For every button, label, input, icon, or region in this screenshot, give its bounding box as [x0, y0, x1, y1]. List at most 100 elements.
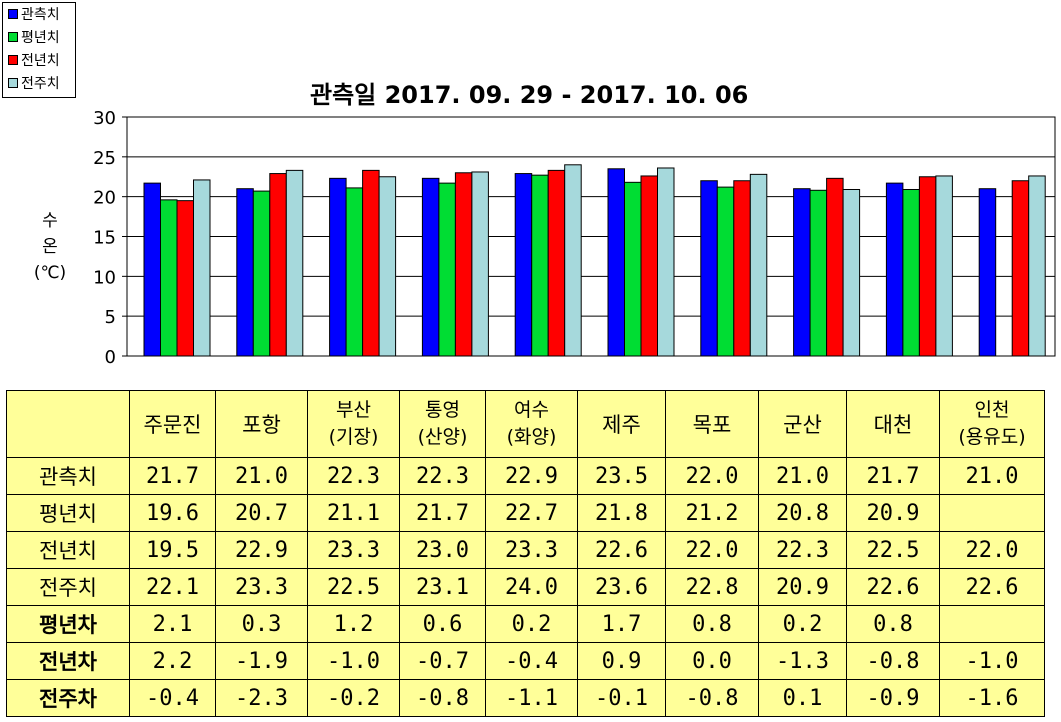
- bar-series-2: [160, 199, 178, 357]
- table-row: 관측치 21.7 21.0 22.3 22.3 22.9 23.5 22.0 21.0 21.7 2…: [6, 457, 1045, 495]
- table-cell: 20.9: [846, 494, 940, 532]
- table-cell: 0.2: [485, 605, 578, 643]
- row-label: 전주치: [6, 568, 130, 606]
- table-cell: 0.2: [758, 605, 847, 643]
- bar-series-2: [438, 182, 456, 357]
- column-header: 군산: [758, 390, 847, 458]
- bar-series-4: [935, 175, 953, 357]
- table-cell: 22.8: [665, 568, 759, 606]
- bar-series-2: [902, 188, 920, 357]
- bar-series-1: [885, 182, 904, 357]
- bar-series-2: [345, 187, 364, 357]
- bar-series-2: [716, 186, 735, 357]
- table-cell: 23.0: [399, 531, 486, 569]
- column-header: 부산 (기장): [307, 390, 400, 458]
- table-cell: 23.3: [215, 568, 308, 606]
- bar-series-4: [657, 167, 675, 357]
- table-cell: -1.6: [939, 679, 1045, 717]
- table-cell: 23.3: [485, 531, 578, 569]
- chart-title: 관측일 2017. 09. 29 - 2017. 10. 06: [310, 81, 749, 109]
- bar-series-4: [378, 176, 397, 357]
- table-cell: 0.8: [665, 605, 759, 643]
- table-cell: 20.9: [758, 568, 847, 606]
- legend-item-series-1: 관측치: [8, 6, 60, 24]
- column-header: 통영 (산양): [399, 390, 486, 458]
- table-row: 전년차 2.2 -1.9 -1.0 -0.7 -0.4 0.9 0.0 -1.3 -0.8 -1.0: [6, 642, 1045, 680]
- table-cell: 19.6: [129, 494, 216, 532]
- table-cell: -0.8: [665, 679, 759, 717]
- column-header: 주문진: [129, 390, 216, 458]
- table-cell: 22.0: [665, 457, 759, 495]
- chart-legend: 관측치 평년치 전년치 전주치: [2, 2, 76, 98]
- table-cell: -1.0: [939, 642, 1045, 680]
- bar-series-1: [514, 173, 533, 357]
- table-cell: -1.0: [307, 642, 400, 680]
- bar-series-4: [471, 171, 489, 357]
- table-cell: -0.2: [307, 679, 400, 717]
- table-row: 전주차 -0.4 -2.3 -0.2 -0.8 -1.1 -0.1 -0.8 0.1 -0.9 -1…: [6, 679, 1045, 717]
- table-cell: 22.7: [485, 494, 578, 532]
- table-cell: [939, 494, 1045, 532]
- y-tick-label: 15: [93, 228, 116, 249]
- table-cell: -1.3: [758, 642, 847, 680]
- bar-series-1: [978, 188, 997, 357]
- bar-series-4: [193, 179, 211, 357]
- bar-series-2: [624, 181, 642, 357]
- table-row: 전년치 19.5 22.9 23.3 23.0 23.3 22.6 22.0 22.3 22.5 2…: [6, 531, 1045, 569]
- y-axis-title-line-2: 온: [42, 237, 58, 257]
- bar-series-3: [733, 180, 751, 357]
- legend-swatch-series-4: [8, 78, 18, 88]
- bar-series-1: [793, 188, 811, 357]
- y-axis-title: 수 온 (℃): [28, 208, 72, 286]
- column-header: 대천: [846, 390, 940, 458]
- bar-chart: 0 5 10 15 20 25 30: [93, 108, 1056, 368]
- row-label: 평년치: [6, 494, 130, 532]
- table-cell: 2.1: [129, 605, 216, 643]
- table-row: 평년차 2.1 0.3 1.2 0.6 0.2 1.7 0.8 0.2 0.8: [6, 605, 1045, 643]
- row-label: 전년차: [6, 642, 130, 680]
- legend-item-series-2: 평년치: [8, 29, 60, 47]
- y-tick-label: 25: [93, 148, 116, 169]
- table-cell: -2.3: [215, 679, 308, 717]
- table-row: 전주치 22.1 23.3 22.5 23.1 24.0 23.6 22.8 20.9 22.6 2…: [6, 568, 1045, 606]
- legend-item-series-3: 전년치: [8, 52, 60, 70]
- table-cell: 0.8: [846, 605, 940, 643]
- bar-series-3: [640, 175, 658, 357]
- bar-series-4: [749, 173, 768, 357]
- table-cell: 0.0: [665, 642, 759, 680]
- row-label: 전주차: [6, 679, 130, 717]
- bar-series-1: [421, 177, 440, 357]
- table-cell: 22.0: [665, 531, 759, 569]
- table-cell: 21.7: [846, 457, 940, 495]
- bar-series-3: [1011, 180, 1030, 357]
- row-label: 관측치: [6, 457, 130, 495]
- table-cell: 23.3: [307, 531, 400, 569]
- bar-series-1: [236, 188, 254, 357]
- y-tick-label: 30: [93, 108, 116, 129]
- table-cell: 21.8: [577, 494, 666, 532]
- table-cell: 22.6: [846, 568, 940, 606]
- table-cell: 22.6: [577, 531, 666, 569]
- table-cell: -0.8: [846, 642, 940, 680]
- table-cell: 1.7: [577, 605, 666, 643]
- table-cell: -1.9: [215, 642, 308, 680]
- legend-label-series-2: 평년치: [21, 30, 60, 46]
- column-header: 제주: [577, 390, 666, 458]
- y-tick-label: 10: [93, 267, 116, 288]
- column-header: 목포: [665, 390, 759, 458]
- table-corner-cell: [6, 390, 130, 458]
- bar-series-3: [269, 173, 287, 357]
- table-cell: 21.0: [939, 457, 1045, 495]
- bar-series-4: [285, 169, 304, 357]
- table-cell: 19.5: [129, 531, 216, 569]
- y-tick-label: 20: [93, 188, 116, 209]
- bar-series-3: [454, 172, 473, 357]
- table-cell: 23.6: [577, 568, 666, 606]
- table-cell: -0.1: [577, 679, 666, 717]
- bar-series-1: [700, 180, 718, 357]
- table-cell: -0.9: [846, 679, 940, 717]
- table-cell: -0.4: [129, 679, 216, 717]
- table-cell: 0.3: [215, 605, 308, 643]
- table-cell: -0.7: [399, 642, 486, 680]
- y-axis-title-line-3: (℃): [33, 263, 67, 283]
